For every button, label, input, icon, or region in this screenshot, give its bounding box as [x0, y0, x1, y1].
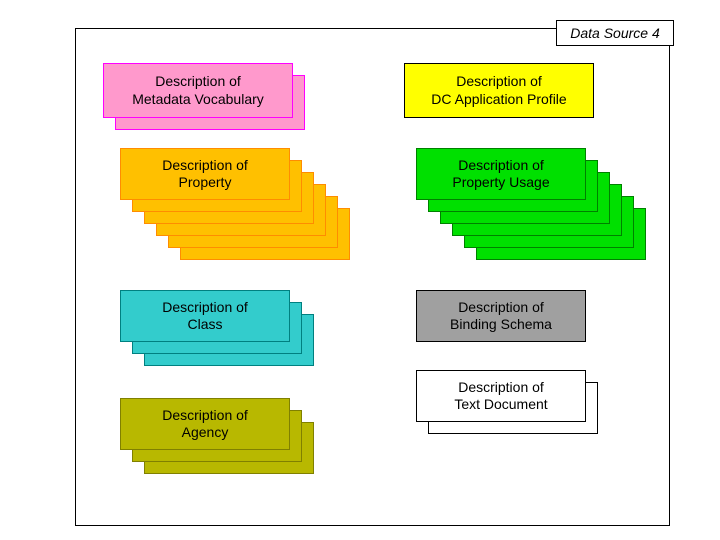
card-label-dc-application-profile: Description of DC Application Profile: [431, 73, 566, 108]
stack-property: Description of Property: [120, 148, 350, 260]
title-text: Data Source 4: [570, 25, 660, 41]
stack-metadata-vocabulary: Description of Metadata Vocabulary: [103, 63, 305, 130]
card-dc-application-profile-front: Description of DC Application Profile: [404, 63, 594, 118]
card-label-binding-schema: Description of Binding Schema: [450, 299, 552, 334]
card-binding-schema-front: Description of Binding Schema: [416, 290, 586, 342]
card-label-property-usage: Description of Property Usage: [452, 157, 549, 192]
title-box: Data Source 4: [556, 20, 674, 46]
stack-dc-application-profile: Description of DC Application Profile: [404, 63, 594, 118]
card-class-front: Description of Class: [120, 290, 290, 342]
card-property-front: Description of Property: [120, 148, 290, 200]
stack-property-usage: Description of Property Usage: [416, 148, 646, 260]
card-text-document-front: Description of Text Document: [416, 370, 586, 422]
stack-agency: Description of Agency: [120, 398, 314, 474]
card-label-agency: Description of Agency: [162, 407, 248, 442]
stack-binding-schema: Description of Binding Schema: [416, 290, 586, 342]
card-property-usage-front: Description of Property Usage: [416, 148, 586, 200]
card-metadata-vocabulary-front: Description of Metadata Vocabulary: [103, 63, 293, 118]
card-label-class: Description of Class: [162, 299, 248, 334]
card-agency-front: Description of Agency: [120, 398, 290, 450]
stack-text-document: Description of Text Document: [416, 370, 598, 434]
card-label-metadata-vocabulary: Description of Metadata Vocabulary: [132, 73, 264, 108]
stack-class: Description of Class: [120, 290, 314, 366]
card-label-property: Description of Property: [162, 157, 248, 192]
card-label-text-document: Description of Text Document: [454, 379, 547, 414]
